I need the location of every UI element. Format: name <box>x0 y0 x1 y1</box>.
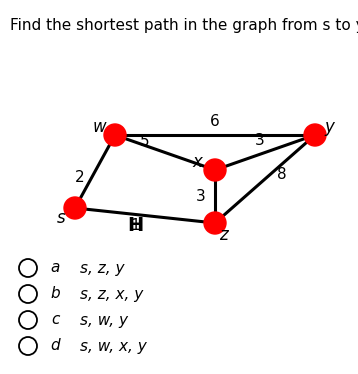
Circle shape <box>104 124 126 146</box>
Text: Find the shortest path in the graph from s to y.: Find the shortest path in the graph from… <box>10 18 358 33</box>
Text: c: c <box>51 313 59 328</box>
Text: a: a <box>50 261 60 276</box>
Text: b: b <box>50 286 60 301</box>
Text: d: d <box>50 338 60 353</box>
Text: w: w <box>92 118 106 136</box>
Circle shape <box>304 124 326 146</box>
Text: 8: 8 <box>277 167 287 182</box>
Text: 5: 5 <box>140 134 150 149</box>
Text: H: H <box>127 215 143 234</box>
Text: s, z, y: s, z, y <box>80 261 125 276</box>
Text: s, w, x, y: s, w, x, y <box>80 338 147 353</box>
Text: 2: 2 <box>75 170 84 185</box>
Text: 3: 3 <box>196 189 206 204</box>
Text: s: s <box>57 209 65 227</box>
Text: z: z <box>219 226 227 244</box>
Text: x: x <box>192 153 202 171</box>
Text: s, w, y: s, w, y <box>80 313 128 328</box>
Text: s, z, x, y: s, z, x, y <box>80 286 143 301</box>
Text: 3: 3 <box>255 133 265 148</box>
Circle shape <box>204 159 226 181</box>
Text: 1: 1 <box>130 218 140 233</box>
Text: 6: 6 <box>210 113 220 129</box>
Circle shape <box>204 212 226 234</box>
Text: y: y <box>324 118 334 136</box>
Circle shape <box>64 197 86 219</box>
